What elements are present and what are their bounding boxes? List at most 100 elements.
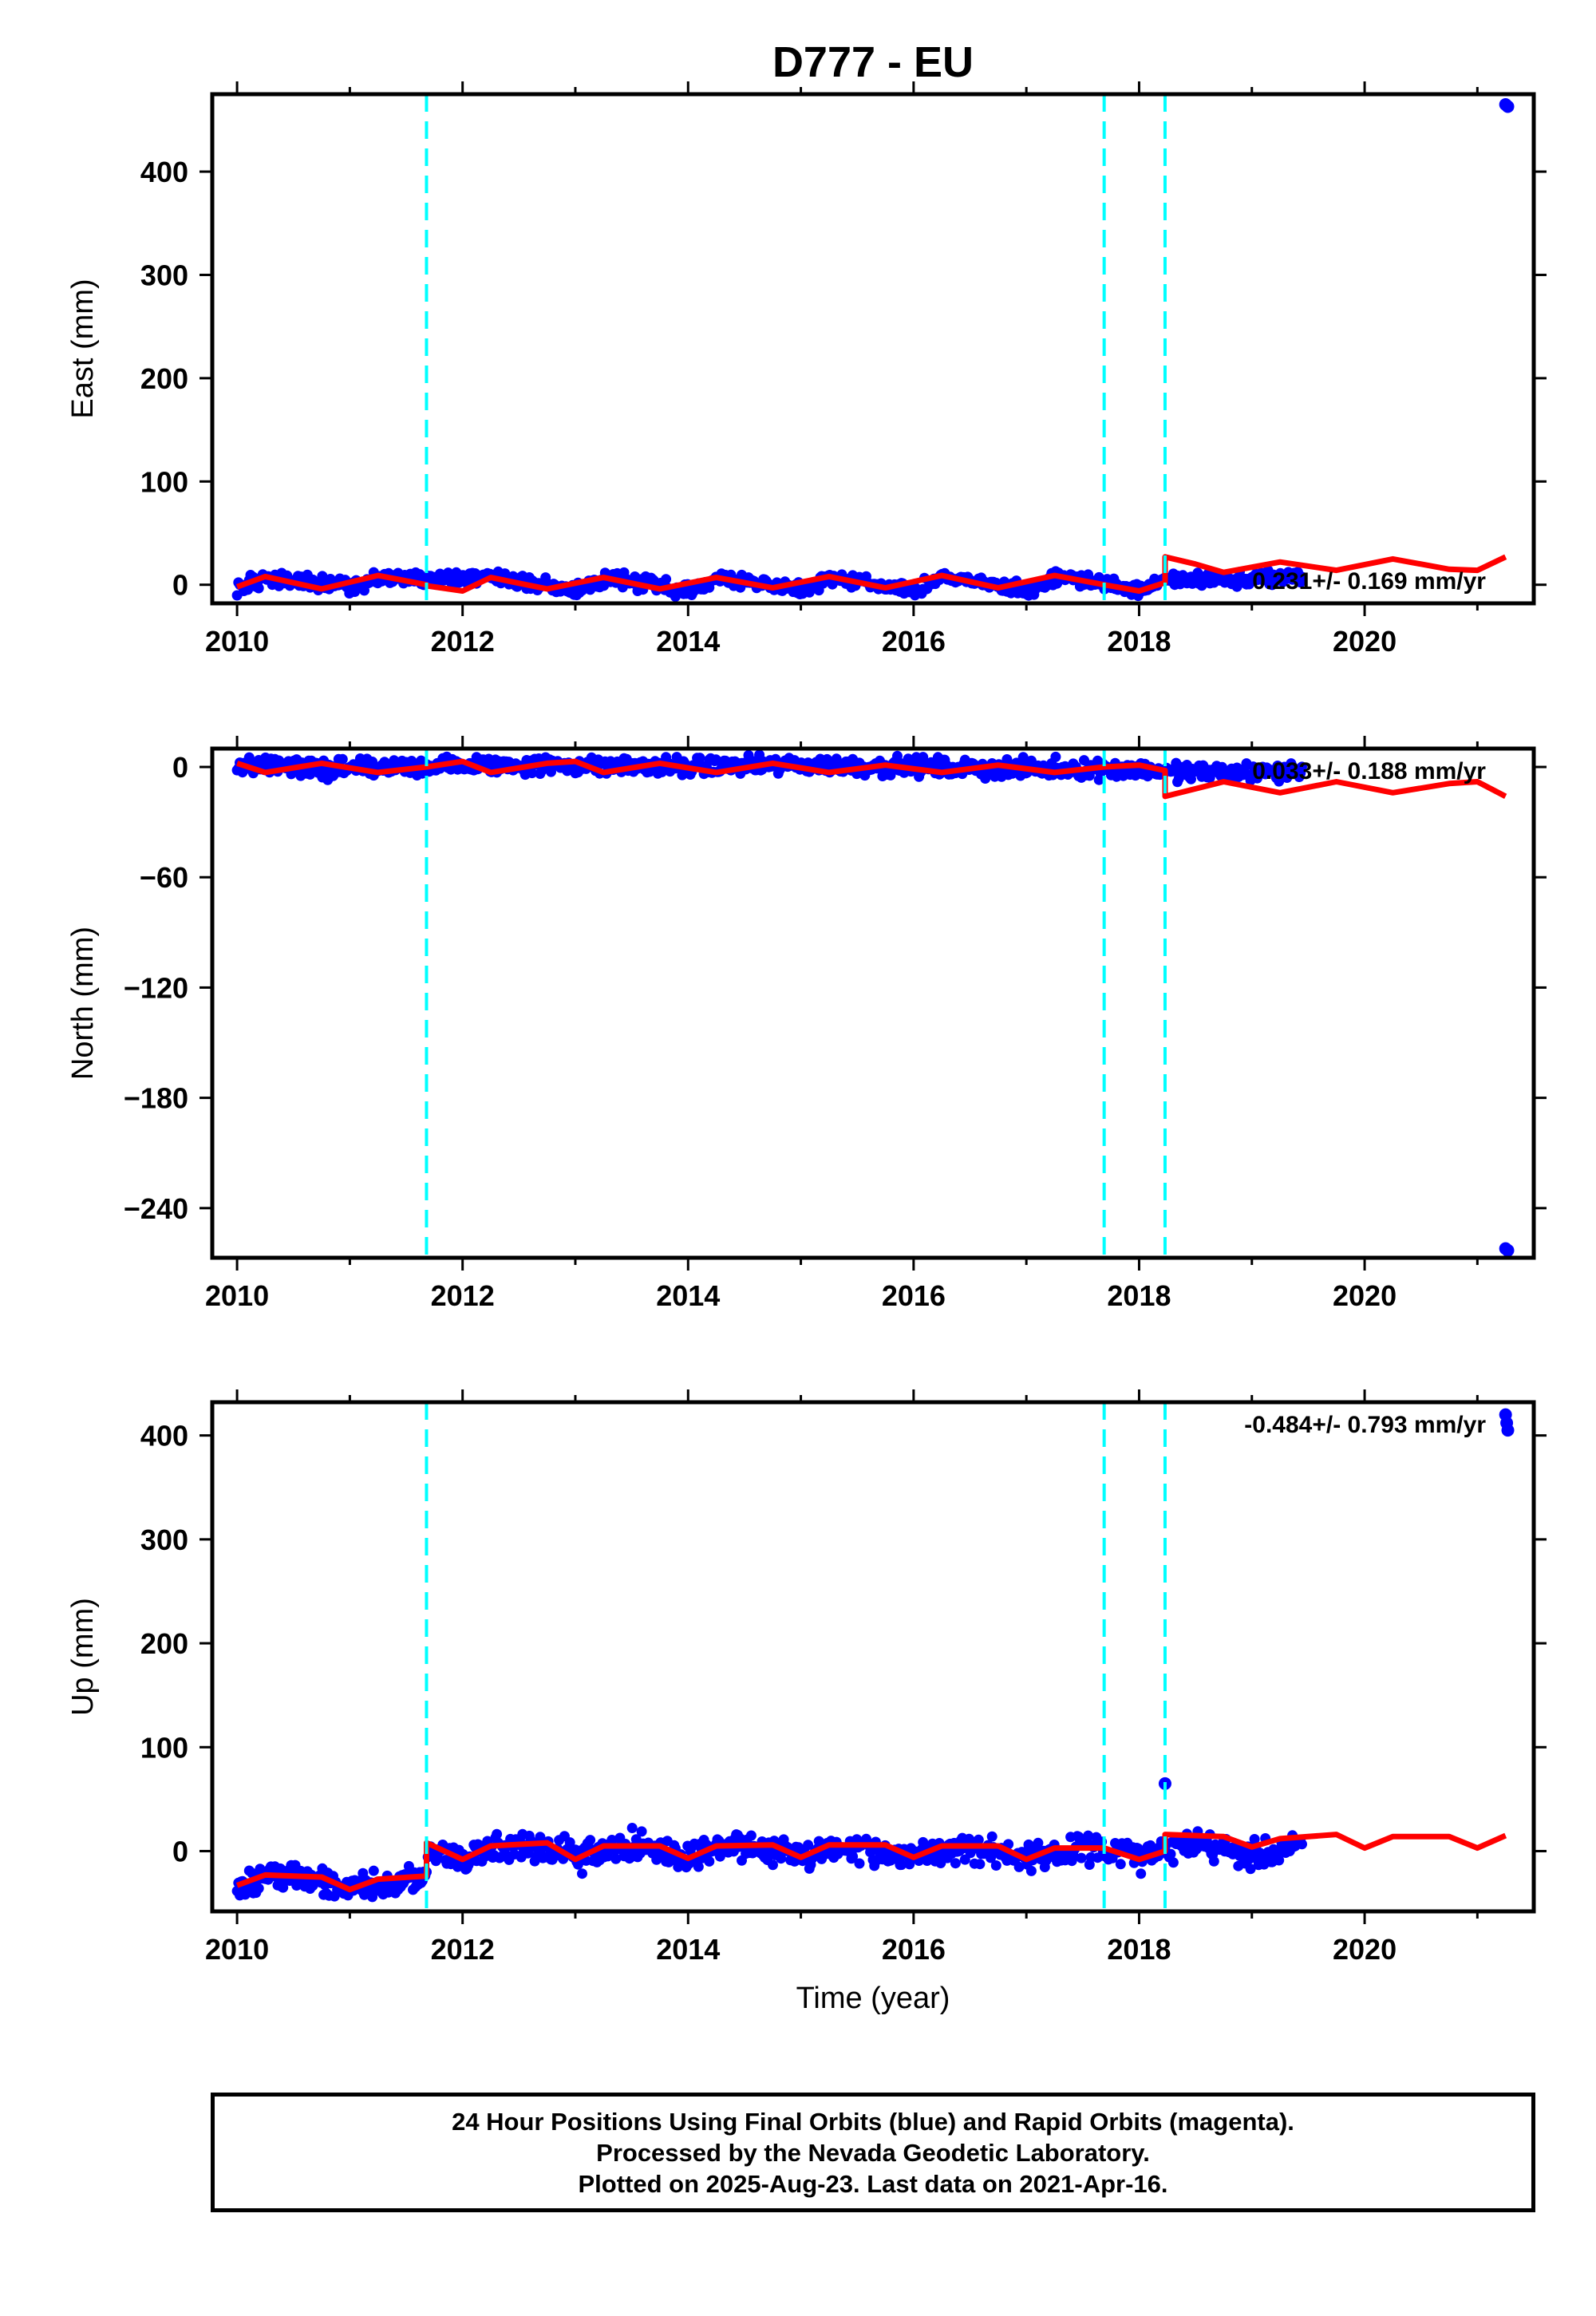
data-point <box>585 1835 596 1846</box>
data-point <box>564 1837 575 1848</box>
x-tick-label: 2020 <box>1333 625 1396 658</box>
data-point <box>253 1883 264 1894</box>
data-point <box>367 1891 378 1903</box>
outlier-point <box>1501 1424 1515 1437</box>
x-tick-label: 2020 <box>1333 1933 1396 1966</box>
data-point <box>776 1853 787 1864</box>
y-axis-title: Up (mm) <box>66 1598 100 1716</box>
y-tick-label: 100 <box>140 1731 188 1764</box>
footer-box: 24 Hour Positions Using Final Orbits (bl… <box>211 2093 1535 2212</box>
x-tick-label: 2016 <box>882 625 946 658</box>
data-points <box>231 749 1515 1257</box>
data-point <box>1249 1834 1260 1844</box>
outlier-point <box>1501 100 1515 113</box>
data-point <box>694 753 705 764</box>
data-point <box>661 574 672 585</box>
data-points <box>231 1408 1515 1903</box>
data-point <box>636 1826 647 1837</box>
panel-frame <box>210 92 1536 606</box>
panel-frame <box>210 1400 1536 1914</box>
north-panel: 2010 2012 2014 2016 2018 2020 0 −60 −120 −180 −240… <box>66 736 1547 1312</box>
y-tick-label: −60 <box>140 861 188 894</box>
data-point <box>1136 1868 1147 1879</box>
data-point <box>768 1860 778 1871</box>
data-point <box>1274 1855 1285 1866</box>
y-tick-label: −120 <box>124 971 188 1004</box>
x-tick-label: 2018 <box>1107 625 1171 658</box>
data-point <box>854 1858 865 1869</box>
data-point <box>337 753 348 765</box>
data-point <box>847 1851 859 1862</box>
data-point <box>1115 1859 1126 1870</box>
x-tick-label: 2010 <box>205 1279 269 1312</box>
plot-area <box>231 94 1515 603</box>
up-panel: 2010 2012 2014 2016 2018 2020 0 100 200 300 400 Up … <box>66 1389 1547 1966</box>
data-point <box>1076 1852 1087 1863</box>
data-point <box>1083 1830 1094 1841</box>
x-tick-label: 2012 <box>431 1279 495 1312</box>
data-point <box>974 1859 986 1870</box>
outlier-point <box>1501 1243 1515 1257</box>
y-tick-label: 0 <box>172 1835 188 1867</box>
y-tick-label: 300 <box>140 1524 188 1556</box>
rate-label: -0.484+/- 0.793 mm/yr <box>1244 1412 1486 1438</box>
x-tick-label: 2010 <box>205 625 269 658</box>
data-point <box>1050 751 1061 762</box>
data-point <box>535 1832 546 1843</box>
x-tick-label: 2020 <box>1333 1279 1396 1312</box>
data-point <box>1297 1839 1307 1850</box>
y-tick-label: 0 <box>172 569 188 602</box>
data-point <box>714 1851 725 1862</box>
x-tick-label: 2016 <box>882 1933 946 1966</box>
y-tick-label: 100 <box>140 465 188 498</box>
x-tick-label: 2018 <box>1107 1279 1171 1312</box>
y-tick-label: 0 <box>172 751 188 784</box>
y-tick-label: 400 <box>140 1420 188 1452</box>
data-point <box>1167 1857 1179 1868</box>
data-point <box>492 1828 503 1840</box>
data-point <box>704 1856 715 1867</box>
data-point <box>278 1882 289 1893</box>
x-tick-label: 2014 <box>656 625 720 658</box>
data-point <box>243 584 254 595</box>
footer-line-3: Plotted on 2025-Aug-23. Last data on 202… <box>578 2169 1168 2198</box>
data-point <box>527 768 538 779</box>
y-tick-label: 200 <box>140 362 188 395</box>
rate-label: 0.231+/- 0.169 mm/yr <box>1252 568 1486 595</box>
data-point <box>803 1840 814 1851</box>
data-point <box>1297 761 1307 773</box>
y-tick-label: −180 <box>124 1082 188 1115</box>
panel-frame <box>210 746 1536 1260</box>
data-point <box>1208 1856 1219 1867</box>
model-line <box>236 758 1507 800</box>
rate-label: 0.033+/- 0.188 mm/yr <box>1252 758 1486 785</box>
footer-line-2: Processed by the Nevada Geodetic Laborat… <box>596 2138 1150 2167</box>
data-point <box>973 1834 984 1845</box>
data-points <box>231 97 1515 602</box>
y-tick-label: −240 <box>124 1192 188 1225</box>
x-tick-label: 2010 <box>205 1933 269 1966</box>
plot-area <box>231 1402 1515 1911</box>
east-panel: 2010 2012 2014 2016 2018 2020 0 100 200 300 400 Eas… <box>66 81 1547 658</box>
data-point <box>368 1865 379 1876</box>
footer-line-1: 24 Hour Positions Using Final Orbits (bl… <box>452 2107 1294 2136</box>
data-point <box>1297 571 1307 583</box>
y-tick-label: 400 <box>140 156 188 188</box>
data-point <box>745 1830 757 1841</box>
x-tick-label: 2018 <box>1107 1933 1171 1966</box>
x-tick-label: 2012 <box>431 625 495 658</box>
y-axis-title: East (mm) <box>66 279 100 418</box>
data-point <box>986 1831 998 1842</box>
data-point <box>896 1860 907 1871</box>
y-tick-label: 200 <box>140 1627 188 1660</box>
plot-area <box>231 749 1515 1258</box>
data-point <box>610 1853 622 1864</box>
x-tick-label: 2016 <box>882 1279 946 1312</box>
data-point <box>990 1860 1001 1871</box>
data-point <box>1245 1863 1256 1875</box>
data-point <box>1165 1848 1176 1860</box>
data-point <box>1025 1865 1037 1876</box>
x-tick-label: 2012 <box>431 1933 495 1966</box>
data-point <box>577 1868 587 1879</box>
